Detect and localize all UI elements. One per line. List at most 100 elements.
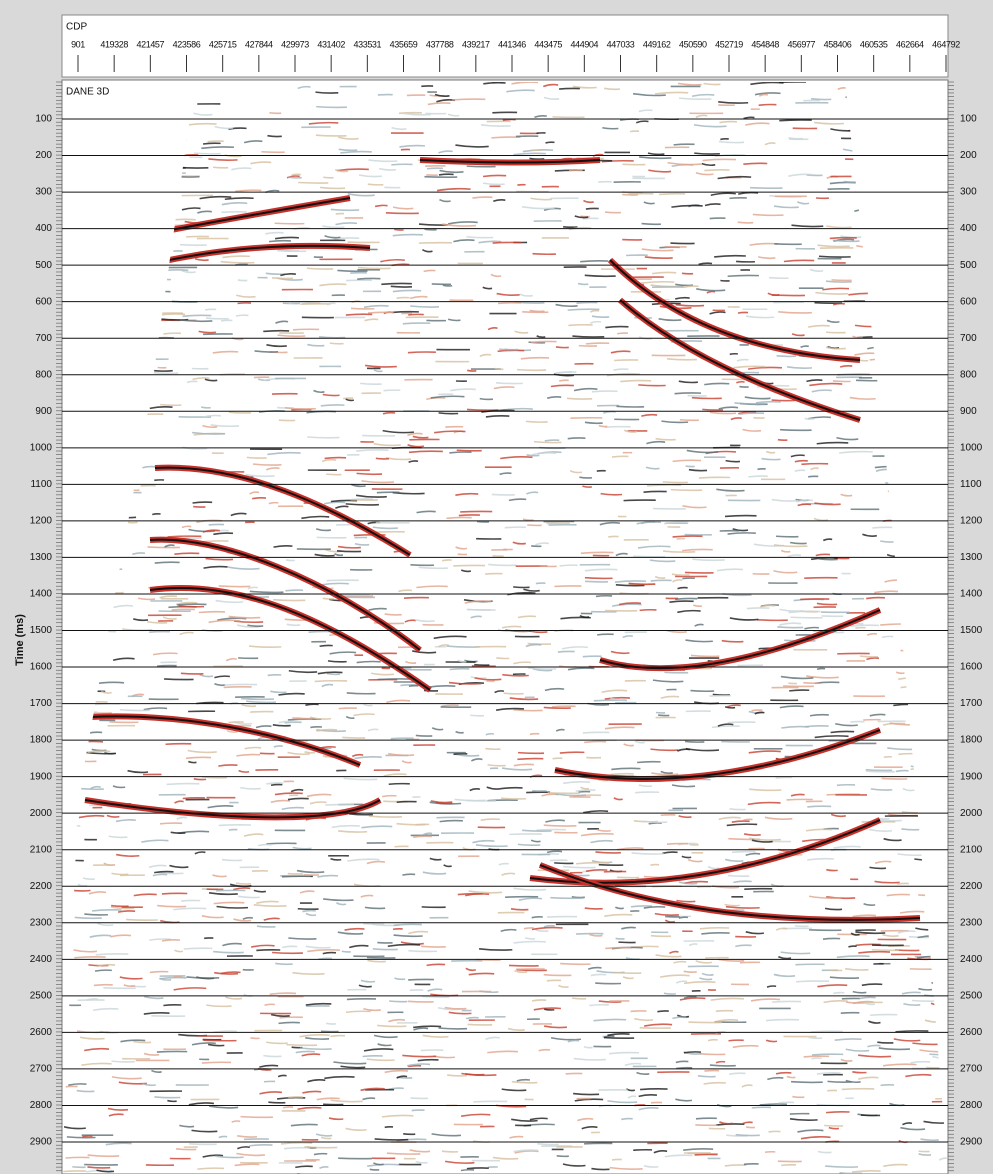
noise	[283, 1107, 293, 1108]
time-tick-label: 1200	[960, 516, 983, 527]
time-tick-label: 600	[35, 296, 52, 307]
noise	[473, 1101, 507, 1102]
noise	[176, 1149, 196, 1150]
noise	[833, 381, 851, 382]
noise	[522, 830, 551, 831]
noise	[777, 356, 796, 357]
noise	[558, 651, 575, 652]
noise	[640, 610, 657, 611]
noise	[791, 1082, 823, 1083]
cdp-tick-label: 431402	[317, 39, 345, 49]
noise	[257, 926, 276, 927]
noise	[126, 919, 158, 920]
time-tick-label: 900	[35, 406, 52, 417]
noise	[325, 458, 346, 459]
time-tick-label: 1200	[30, 516, 53, 527]
noise	[442, 1151, 458, 1152]
noise	[524, 928, 534, 929]
noise	[194, 779, 206, 780]
noise	[275, 963, 292, 964]
noise	[584, 1143, 612, 1144]
time-tick-label: 2400	[960, 954, 983, 965]
noise	[272, 952, 303, 953]
cdp-tick-label: 427844	[245, 39, 273, 49]
noise	[408, 1001, 434, 1002]
noise	[148, 547, 180, 548]
noise	[472, 197, 492, 198]
cdp-tick-label: 454848	[751, 39, 779, 49]
noise	[850, 722, 864, 723]
noise	[700, 1054, 725, 1055]
noise	[442, 705, 459, 706]
noise	[548, 793, 580, 794]
noise	[685, 741, 704, 742]
noise	[585, 578, 613, 579]
time-tick-label: 1500	[960, 625, 983, 636]
noise	[674, 144, 695, 145]
noise	[704, 170, 729, 171]
cdp-tick-label: 433531	[354, 39, 382, 49]
noise	[202, 1062, 231, 1063]
noise	[567, 398, 592, 399]
noise	[307, 268, 333, 269]
noise	[184, 948, 213, 949]
noise	[402, 874, 415, 875]
cdp-tick-label: 444904	[571, 39, 599, 49]
noise	[884, 757, 892, 758]
time-tick-label: 1600	[30, 662, 53, 673]
noise	[692, 398, 722, 399]
noise	[397, 298, 410, 299]
time-tick-label: 1900	[960, 771, 983, 782]
noise	[160, 823, 182, 824]
time-tick-label: 700	[960, 333, 977, 344]
noise	[667, 844, 688, 845]
noise	[532, 1000, 546, 1001]
noise	[792, 1097, 804, 1098]
noise	[416, 735, 432, 736]
noise	[325, 805, 354, 806]
noise	[537, 1144, 559, 1145]
noise	[837, 785, 855, 786]
noise	[511, 909, 528, 910]
noise	[605, 327, 628, 328]
noise	[517, 759, 543, 760]
noise	[832, 280, 852, 281]
noise	[485, 749, 500, 750]
noise	[833, 993, 844, 994]
noise	[286, 560, 295, 561]
noise	[738, 222, 753, 223]
time-tick-label: 1800	[960, 735, 983, 746]
noise	[852, 1072, 866, 1073]
noise	[848, 946, 856, 947]
noise	[809, 930, 841, 931]
time-tick-label: 2700	[30, 1064, 53, 1075]
noise	[912, 1001, 938, 1002]
noise	[286, 1045, 317, 1046]
noise	[488, 765, 506, 766]
noise	[172, 609, 195, 610]
noise	[789, 690, 809, 691]
noise	[266, 783, 283, 784]
noise	[267, 136, 281, 137]
noise	[368, 184, 384, 185]
time-tick-label: 2200	[960, 881, 983, 892]
noise	[826, 1112, 850, 1113]
noise	[644, 491, 667, 492]
cdp-tick-label: 423586	[173, 39, 201, 49]
noise	[492, 112, 517, 113]
noise	[342, 737, 365, 738]
noise	[330, 343, 344, 344]
noise	[780, 430, 812, 431]
noise	[505, 527, 526, 528]
noise	[589, 1005, 608, 1006]
noise	[467, 166, 496, 167]
noise	[160, 405, 181, 406]
noise	[620, 381, 651, 382]
noise	[389, 1001, 407, 1002]
noise	[629, 583, 655, 584]
noise	[621, 1119, 632, 1120]
noise	[605, 948, 631, 949]
noise	[667, 359, 697, 360]
noise	[690, 691, 714, 692]
noise	[550, 898, 583, 899]
